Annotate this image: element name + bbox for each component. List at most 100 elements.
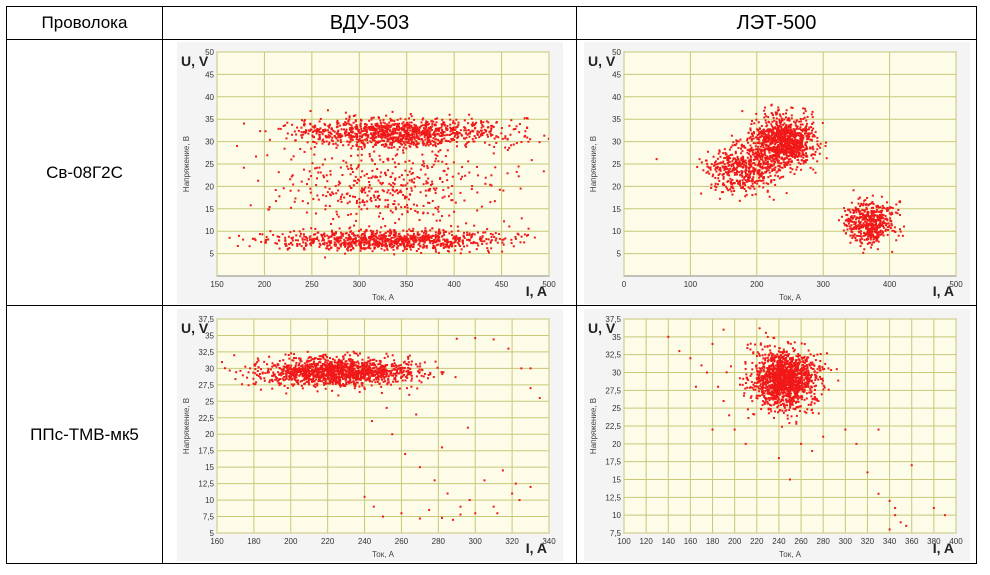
data-point [460,247,463,250]
data-point [819,142,822,145]
data-point [364,122,367,125]
data-point [352,241,355,244]
data-point [281,377,284,380]
data-point [449,137,452,140]
data-point [885,206,888,209]
data-point [406,206,409,209]
data-point [260,232,263,235]
data-point [739,147,742,150]
data-point [858,215,861,218]
data-point [705,162,708,165]
data-point [769,122,772,125]
data-point [459,251,462,254]
data-point [379,365,382,368]
data-point [395,241,398,244]
data-point [399,190,402,193]
data-point [348,245,351,248]
data-point [312,360,315,363]
data-point [857,210,860,213]
data-point [367,186,370,189]
data-point [436,127,439,130]
data-point [454,235,457,238]
data-point [882,233,885,236]
data-point [854,227,857,230]
data-point [850,220,853,223]
data-point [347,135,350,138]
data-point [732,166,735,169]
data-point [757,161,760,164]
data-point [315,128,318,131]
data-point [861,203,864,206]
data-point [802,111,805,114]
data-point [405,373,408,376]
data-point [865,207,868,210]
data-point [303,118,306,121]
data-point [804,153,807,156]
data-point [871,217,874,220]
data-point [365,129,368,132]
data-point [520,216,523,219]
data-point [388,241,391,244]
data-point [336,393,339,396]
data-point [312,233,315,236]
data-point [855,208,858,211]
data-point [772,166,775,169]
data-point [284,353,287,356]
data-point [482,239,485,242]
data-point [700,160,703,163]
data-point [786,148,789,151]
data-point [413,185,416,188]
data-point [501,137,504,140]
data-point [750,184,753,187]
data-point [389,119,392,122]
data-point [485,242,488,245]
data-point [397,371,400,374]
data-point [851,233,854,236]
data-point [787,159,790,162]
data-point [392,145,395,148]
data-point [852,214,855,217]
data-point [346,213,349,216]
data-point [796,127,799,130]
data-point [450,230,453,233]
data-point [376,245,379,248]
data-point [364,229,367,232]
data-point [375,140,378,143]
data-point [381,131,384,134]
data-point [801,156,804,159]
data-point [436,238,439,241]
data-point [808,147,811,150]
data-point [395,131,398,134]
data-point [865,211,868,214]
data-point [362,132,365,135]
data-point [373,162,376,165]
data-point [365,242,368,245]
data-point [386,168,389,171]
data-point [338,242,341,245]
data-point [772,149,775,152]
data-point [361,369,364,372]
data-point [492,235,495,238]
data-point [414,124,417,127]
data-point [466,121,469,124]
data-point [312,239,315,242]
data-point [777,155,780,158]
data-point [890,212,893,215]
data-point [312,153,315,156]
data-point [291,359,294,362]
data-point [773,165,776,168]
data-point [397,135,400,138]
data-point [523,129,526,132]
data-point [421,143,424,146]
data-point [751,182,754,185]
data-point [479,239,482,242]
data-point [788,137,791,140]
data-point [350,123,353,126]
data-point [728,156,731,159]
data-point [857,234,860,237]
data-point [771,147,774,150]
data-point [331,142,334,145]
data-point [339,138,342,141]
data-point [315,176,318,179]
data-point [385,371,388,374]
